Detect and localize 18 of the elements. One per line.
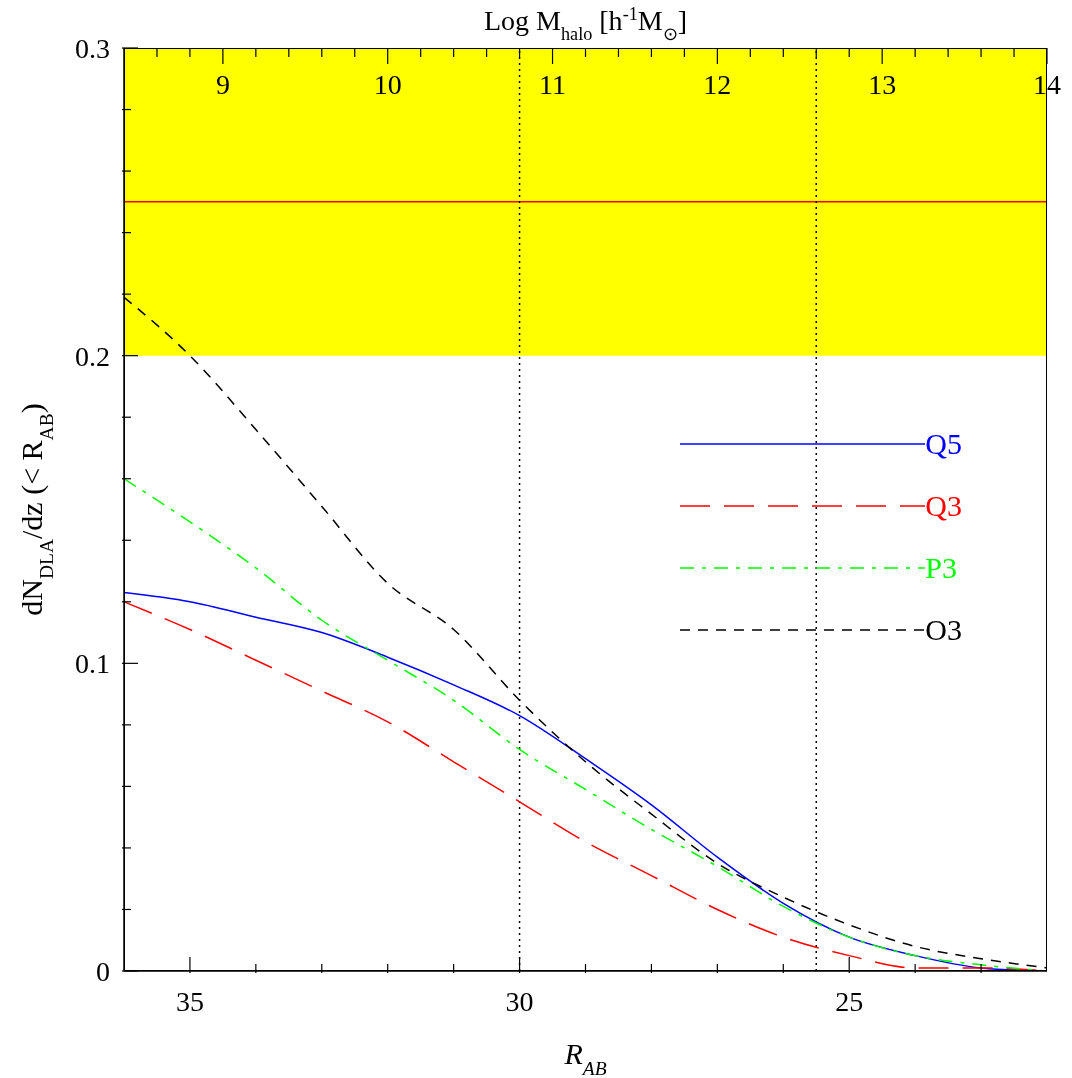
x-tick-label: 30 [505, 986, 534, 1017]
x2-axis-title: Log M$_{halo}$ [h$^{-1}$M$_{⊙}$] [483, 4, 688, 44]
x2-tick-label: 11 [539, 69, 567, 100]
x2-tick-label: 12 [703, 69, 732, 100]
y-tick-label: 0.2 [75, 340, 110, 372]
x-axis-title: R$_{AB}$ [563, 1037, 607, 1078]
text: Q3 [925, 489, 962, 523]
y-tick-label: 0 [96, 956, 110, 987]
x-tick-label: 35 [175, 986, 204, 1017]
text: P3 [925, 551, 958, 585]
y-tick-label: 0.1 [75, 648, 110, 680]
x2-tick-label: 9 [215, 69, 230, 100]
x2-tick-label: 13 [868, 69, 897, 100]
x-tick-label: 25 [835, 986, 864, 1017]
text: O3 [925, 613, 962, 647]
text: Q5 [925, 427, 962, 461]
x2-tick-label: 10 [373, 69, 402, 100]
y-tick-label: 0.3 [75, 33, 110, 64]
